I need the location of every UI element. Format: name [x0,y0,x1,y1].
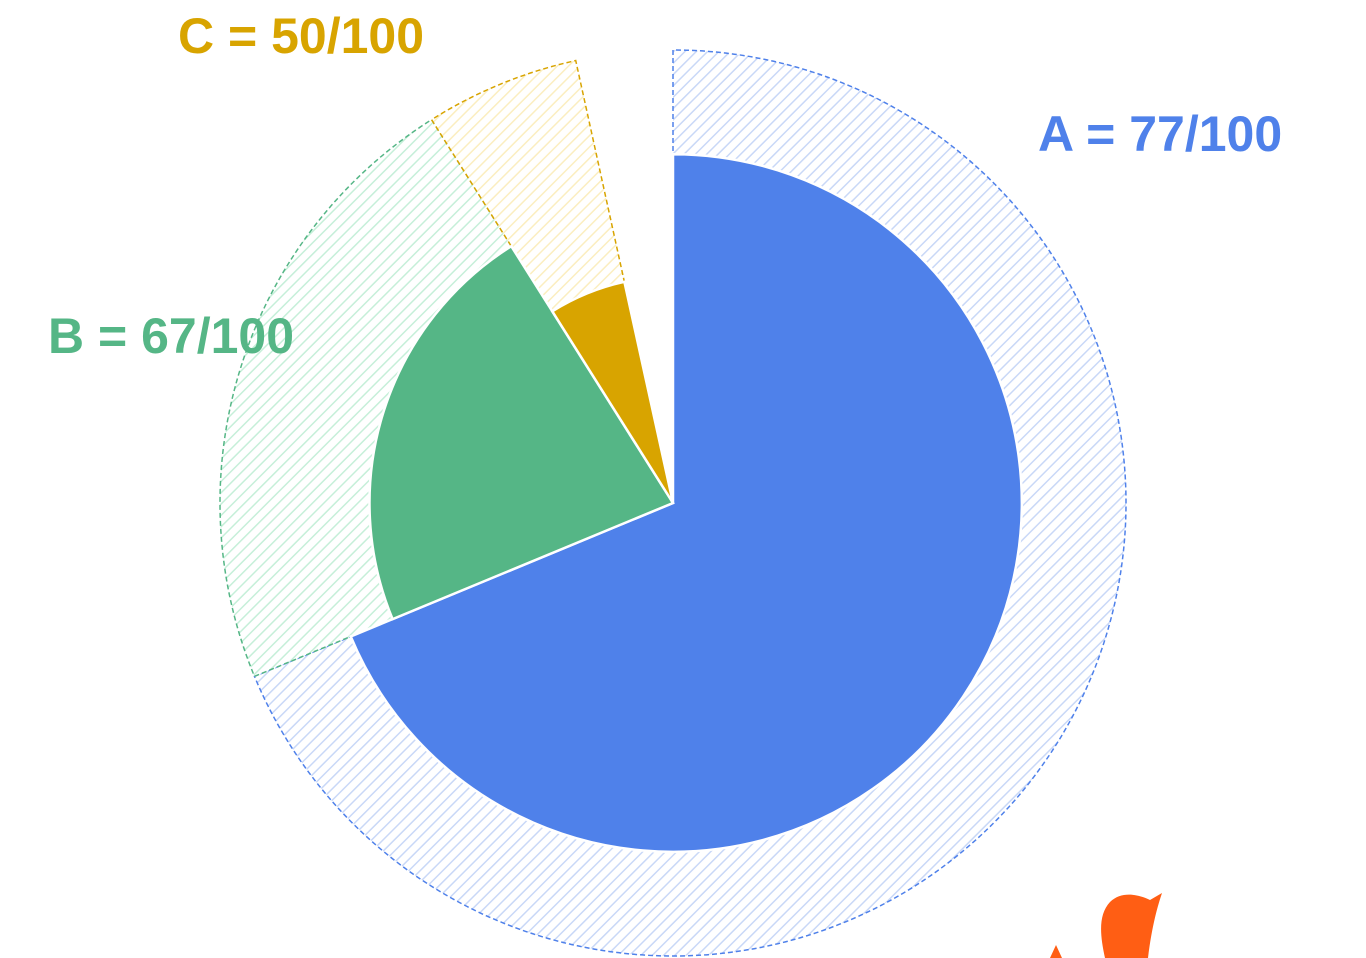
data-label: B = 67/100 [48,308,294,364]
decoration [1050,893,1162,958]
chart: A = 77/100 B = 67/100 C = 50/100 [0,0,1366,958]
data-label: C = 50/100 [178,8,424,64]
data-label: A = 77/100 [1038,106,1282,162]
page: {"chart_data": {"type": "pie", "categori… [0,0,1366,958]
